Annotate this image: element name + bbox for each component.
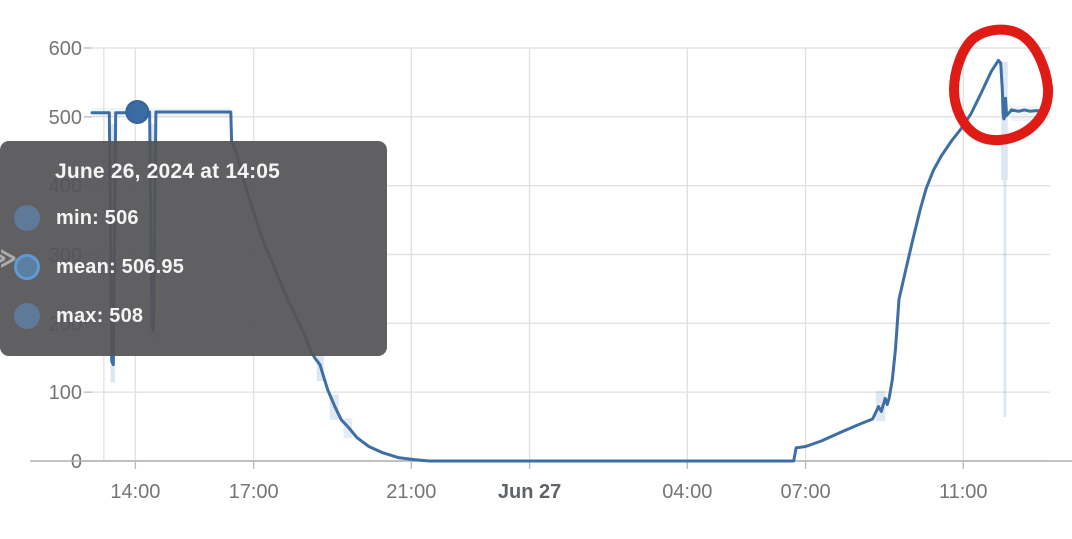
tooltip-mean-value: mean: 506.95 xyxy=(56,255,185,278)
tooltip-min-value: min: 506 xyxy=(56,206,139,229)
series-marker-min-icon xyxy=(14,205,40,231)
x-axis-label: 04:00 xyxy=(662,481,712,503)
tooltip-row-min: min: 506 xyxy=(14,203,373,233)
x-axis-label: 17:00 xyxy=(229,481,279,503)
handdrawn-circle-annotation xyxy=(949,24,1054,146)
x-axis-label: 14:00 xyxy=(110,481,160,503)
minmax-band xyxy=(1003,180,1007,417)
y-axis-label: 600 xyxy=(49,38,82,60)
series-marker-mean-icon xyxy=(14,254,40,280)
y-axis-label: 100 xyxy=(49,382,82,404)
tooltip-title: June 26, 2024 at 14:05 xyxy=(55,160,281,183)
x-axis-label: 21:00 xyxy=(386,481,436,503)
highlighted-datapoint xyxy=(125,100,150,125)
tooltip-row-max: max: 508 xyxy=(14,301,373,331)
tooltip-row-mean: mean: 506.95 xyxy=(14,252,373,282)
tooltip-max-value: max: 508 xyxy=(56,304,144,327)
series-marker-max-icon xyxy=(14,303,40,329)
x-axis-label: 07:00 xyxy=(781,481,831,503)
chart-tooltip: June 26, 2024 at 14:05 min: 506 mean: 50… xyxy=(0,141,387,356)
y-axis-label: 500 xyxy=(49,107,82,129)
series-line-mean xyxy=(90,58,1050,463)
y-axis-label: 0 xyxy=(71,451,82,473)
x-axis-label: Jun 27 xyxy=(498,481,561,503)
x-axis-label: 11:00 xyxy=(939,481,988,503)
minmax-band xyxy=(875,390,886,422)
chevron-double-right-icon: ≫ xyxy=(0,243,18,274)
